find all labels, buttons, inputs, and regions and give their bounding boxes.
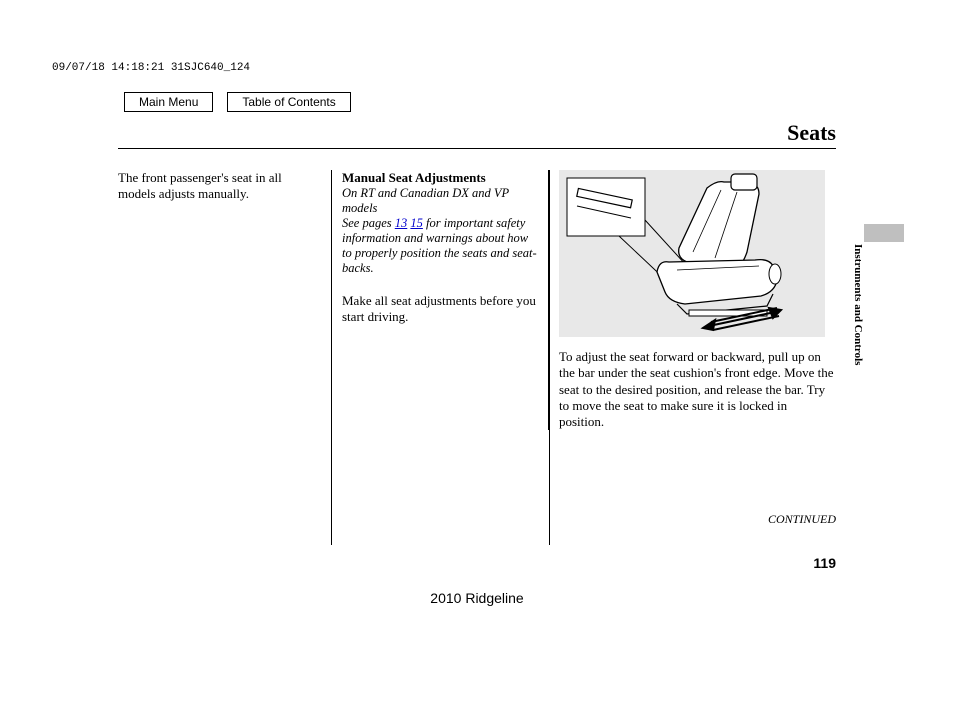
col2-left-rule <box>331 170 332 545</box>
col2-right-rule <box>549 170 550 545</box>
col1-text: The front passenger's seat in all models… <box>118 170 321 203</box>
manual-seat-heading: Manual Seat Adjustments <box>342 170 538 186</box>
nav-buttons: Main Menu Table of Contents <box>124 92 351 112</box>
column-3: To adjust the seat forward or backward, … <box>549 170 835 430</box>
side-tab <box>864 224 904 242</box>
title-rule <box>118 148 836 149</box>
column-1: The front passenger's seat in all models… <box>118 170 331 430</box>
footer-model: 2010 Ridgeline <box>430 590 523 606</box>
main-menu-button[interactable]: Main Menu <box>124 92 213 112</box>
page-number: 119 <box>813 555 836 571</box>
content-columns: The front passenger's seat in all models… <box>118 170 836 430</box>
toc-button[interactable]: Table of Contents <box>227 92 350 112</box>
section-side-label: Instruments and Controls <box>852 244 864 365</box>
note-prefix: On RT and Canadian DX and VP models <box>342 186 509 215</box>
continued-label: CONTINUED <box>768 512 836 527</box>
page-link-13[interactable]: 13 <box>395 216 408 230</box>
seat-svg <box>559 170 825 337</box>
seat-diagram <box>559 170 825 337</box>
timestamp: 09/07/18 14:18:21 31SJC640_124 <box>52 62 250 74</box>
col2-body: Make all seat adjustments before you sta… <box>342 293 538 326</box>
model-note: On RT and Canadian DX and VP models See … <box>342 186 538 276</box>
page-title: Seats <box>787 120 836 146</box>
column-2: Manual Seat Adjustments On RT and Canadi… <box>331 170 549 430</box>
page-link-15[interactable]: 15 <box>410 216 423 230</box>
note-see: See pages <box>342 216 395 230</box>
col3-body: To adjust the seat forward or backward, … <box>559 349 835 430</box>
